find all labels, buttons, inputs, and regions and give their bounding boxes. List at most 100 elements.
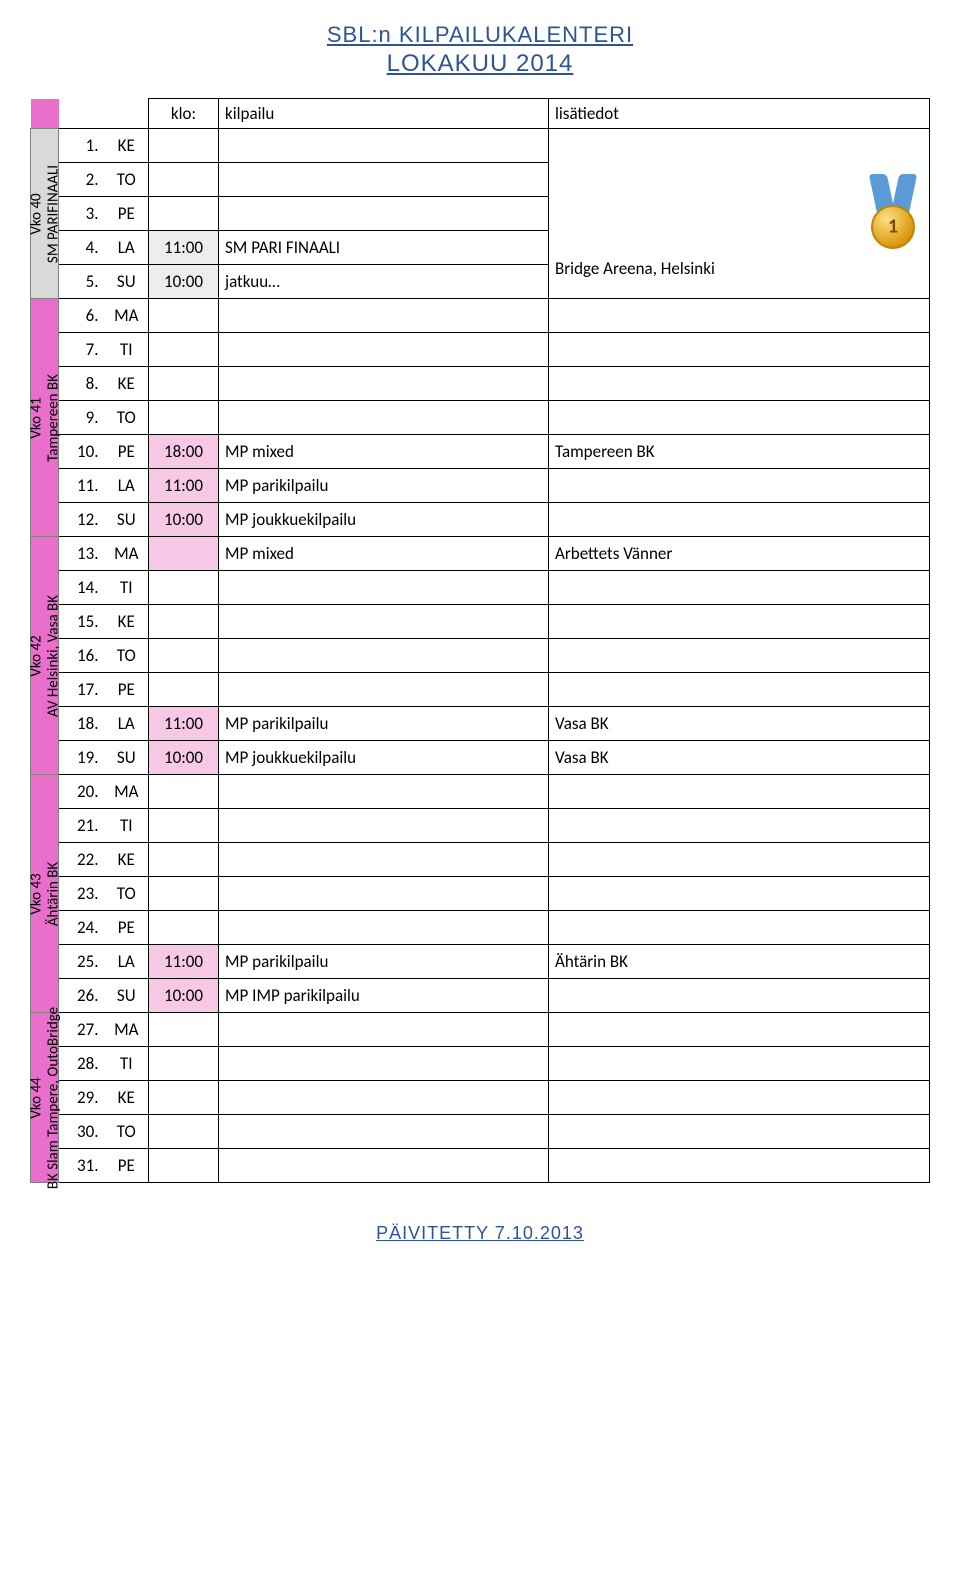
time-cell: 11:00	[149, 707, 219, 741]
competition-cell: MP mixed	[219, 537, 549, 571]
competition-cell	[219, 877, 549, 911]
info-cell: Bridge Areena, Helsinki	[549, 129, 930, 299]
info-cell	[549, 605, 930, 639]
time-cell	[149, 367, 219, 401]
date-cell: 4.	[59, 231, 105, 265]
info-cell	[549, 503, 930, 537]
info-cell	[549, 333, 930, 367]
time-cell	[149, 911, 219, 945]
header-comp: kilpailu	[219, 99, 549, 129]
time-cell: 11:00	[149, 231, 219, 265]
date-cell: 12.	[59, 503, 105, 537]
table-row: 17.PE	[31, 673, 930, 707]
info-cell: Ähtärin BK	[549, 945, 930, 979]
competition-cell	[219, 129, 549, 163]
day-cell: TI	[105, 809, 149, 843]
table-row: 10.PE18:00MP mixedTampereen BK	[31, 435, 930, 469]
competition-cell	[219, 367, 549, 401]
date-cell: 19.	[59, 741, 105, 775]
table-row: 8.KE	[31, 367, 930, 401]
table-row: 15.KE	[31, 605, 930, 639]
info-text: Bridge Areena, Helsinki	[555, 148, 863, 279]
competition-cell	[219, 843, 549, 877]
competition-cell: MP parikilpailu	[219, 469, 549, 503]
time-cell	[149, 129, 219, 163]
info-cell	[549, 571, 930, 605]
time-cell	[149, 877, 219, 911]
info-cell	[549, 401, 930, 435]
date-cell: 15.	[59, 605, 105, 639]
competition-cell	[219, 673, 549, 707]
table-row: 30.TO	[31, 1115, 930, 1149]
competition-cell: MP joukkuekilpailu	[219, 741, 549, 775]
table-row: 9.TO	[31, 401, 930, 435]
competition-cell	[219, 163, 549, 197]
table-row: 7.TI	[31, 333, 930, 367]
info-cell	[549, 1013, 930, 1047]
week-label-cell: Vko 40SM PARIFINAALI	[31, 129, 59, 299]
date-cell: 17.	[59, 673, 105, 707]
table-row: 16.TO	[31, 639, 930, 673]
day-cell: PE	[105, 1149, 149, 1183]
competition-cell	[219, 1081, 549, 1115]
table-row: 11.LA11:00MP parikilpailu	[31, 469, 930, 503]
competition-cell	[219, 775, 549, 809]
date-cell: 13.	[59, 537, 105, 571]
date-cell: 18.	[59, 707, 105, 741]
page-title-2: LOKAKUU 2014	[30, 50, 930, 78]
table-row: Vko 40SM PARIFINAALI1.KEBridge Areena, H…	[31, 129, 930, 163]
day-cell: TO	[105, 163, 149, 197]
date-cell: 22.	[59, 843, 105, 877]
time-cell	[149, 333, 219, 367]
table-row: 26.SU10:00MP IMP parikilpailu	[31, 979, 930, 1013]
info-cell	[549, 1149, 930, 1183]
competition-cell	[219, 333, 549, 367]
week-label: Vko 40	[28, 164, 45, 262]
competition-cell	[219, 1047, 549, 1081]
day-cell: LA	[105, 707, 149, 741]
week-label: Vko 42	[28, 594, 45, 716]
info-cell	[549, 809, 930, 843]
day-cell: TO	[105, 1115, 149, 1149]
date-cell: 26.	[59, 979, 105, 1013]
competition-cell	[219, 639, 549, 673]
day-cell: PE	[105, 197, 149, 231]
page: SBL:n KILPAILUKALENTERI LOKAKUU 2014 klo…	[0, 0, 960, 1264]
day-cell: MA	[105, 299, 149, 333]
competition-cell	[219, 571, 549, 605]
day-cell: TI	[105, 1047, 149, 1081]
info-cell	[549, 367, 930, 401]
day-cell: TO	[105, 877, 149, 911]
date-cell: 24.	[59, 911, 105, 945]
info-cell	[549, 469, 930, 503]
day-cell: SU	[105, 503, 149, 537]
week-sublabel: AV Helsinki, Vasa BK	[45, 594, 62, 716]
date-cell: 28.	[59, 1047, 105, 1081]
table-row: 18.LA11:00MP parikilpailuVasa BK	[31, 707, 930, 741]
page-title-1: SBL:n KILPAILUKALENTERI	[30, 20, 930, 50]
competition-cell: SM PARI FINAALI	[219, 231, 549, 265]
info-cell	[549, 639, 930, 673]
date-cell: 11.	[59, 469, 105, 503]
week-sublabel: SM PARIFINAALI	[45, 164, 62, 262]
date-cell: 10.	[59, 435, 105, 469]
day-cell: SU	[105, 265, 149, 299]
date-cell: 23.	[59, 877, 105, 911]
competition-cell: MP parikilpailu	[219, 945, 549, 979]
time-cell	[149, 1081, 219, 1115]
info-cell	[549, 1081, 930, 1115]
date-cell: 5.	[59, 265, 105, 299]
info-cell: Tampereen BK	[549, 435, 930, 469]
table-row: 28.TI	[31, 1047, 930, 1081]
day-cell: LA	[105, 469, 149, 503]
competition-cell	[219, 605, 549, 639]
table-row: 12.SU10:00MP joukkuekilpailu	[31, 503, 930, 537]
time-cell	[149, 775, 219, 809]
time-cell: 11:00	[149, 945, 219, 979]
day-cell: LA	[105, 231, 149, 265]
table-row: Vko 43Ähtärin BK20.MA	[31, 775, 930, 809]
medal-icon	[863, 174, 923, 254]
date-cell: 30.	[59, 1115, 105, 1149]
table-row: 19.SU10:00MP joukkuekilpailuVasa BK	[31, 741, 930, 775]
day-cell: SU	[105, 979, 149, 1013]
